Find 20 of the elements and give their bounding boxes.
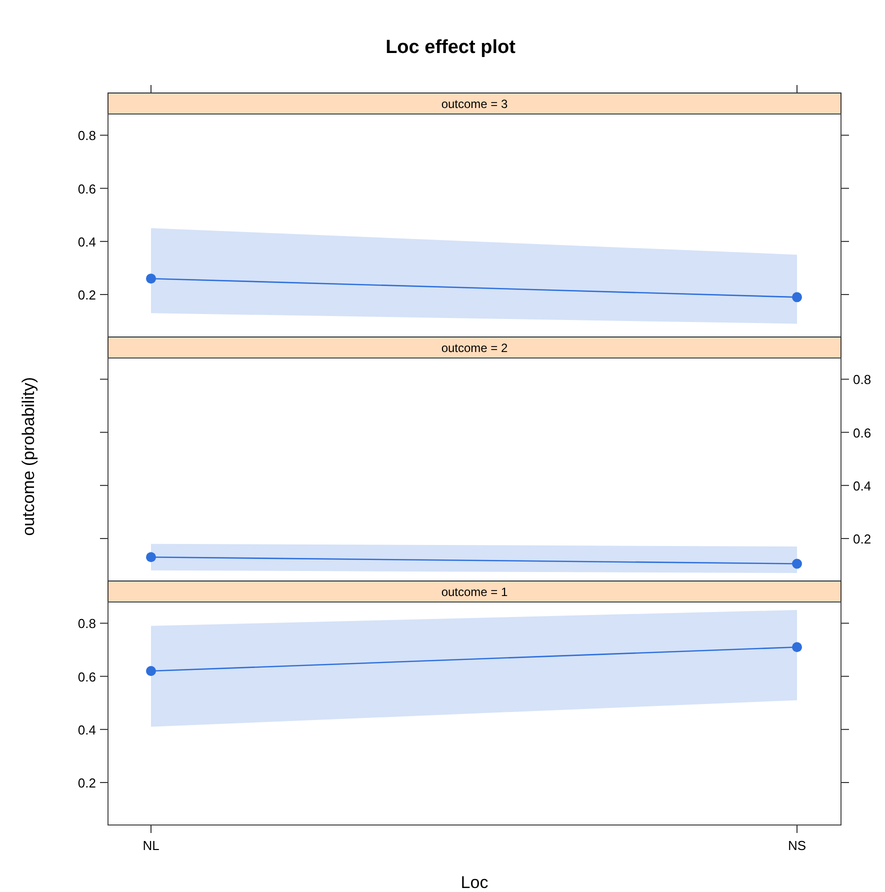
y-tick-label: 0.4 (78, 234, 96, 250)
y-tick-label: 0.6 (853, 425, 872, 440)
x-axis-title: Loc (460, 873, 489, 892)
y-tick-label: 0.8 (78, 616, 96, 632)
y-tick-label: 0.6 (78, 181, 96, 196)
y-tick-label: 0.4 (853, 478, 872, 494)
chart-title: Loc effect plot (386, 37, 516, 58)
y-tick-label: 0.2 (853, 532, 872, 547)
y-tick-label: 0.2 (78, 776, 96, 791)
y-tick-label: 0.6 (78, 669, 96, 684)
y-tick-label: 0.8 (78, 128, 96, 144)
chart-subtitle: outcome = 1 (441, 585, 508, 599)
chart-subtitle: outcome = 3 (441, 97, 508, 111)
x-tick-label: NS (788, 838, 806, 853)
y-tick-label: 0.4 (78, 722, 96, 738)
y-tick-label: 0.8 (853, 372, 872, 388)
chart-subtitle: outcome = 2 (441, 341, 508, 355)
y-axis-title: outcome (probability) (19, 377, 38, 536)
x-tick-label: NL (142, 838, 160, 853)
y-tick-label: 0.2 (78, 288, 96, 303)
